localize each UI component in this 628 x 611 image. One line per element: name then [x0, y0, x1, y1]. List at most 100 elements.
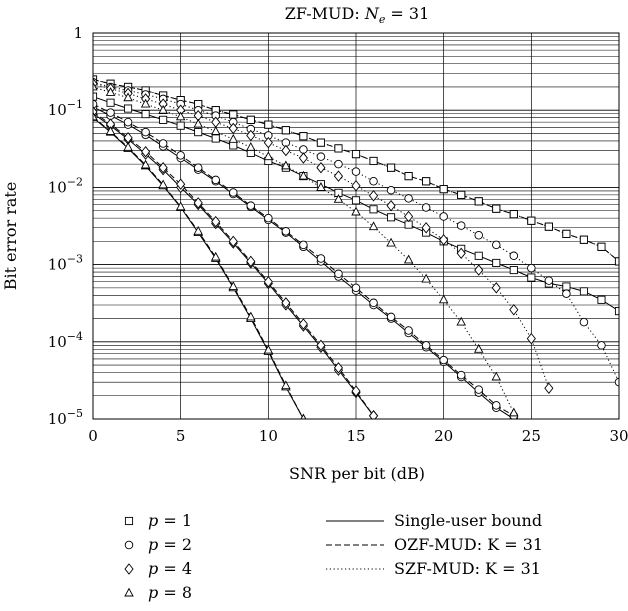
- data-point-circle: [439, 212, 448, 221]
- data-point-triangle: [175, 201, 186, 211]
- y-tick-label: 10−5: [48, 407, 83, 428]
- data-point-circle: [106, 108, 115, 117]
- data-point-square: [281, 126, 290, 135]
- data-point-diamond: [491, 282, 501, 294]
- x-axis-label: SNR per bit (dB): [289, 464, 425, 483]
- data-point-diamond: [404, 210, 414, 223]
- data-point-square: [351, 196, 361, 205]
- y-axis-label: Bit error rate: [1, 182, 20, 291]
- y-tick-labels: 1 10−1 10−2 10−3 10−4 10−5: [48, 24, 83, 428]
- x-tick-label: 0: [88, 427, 98, 445]
- y-tick-label: 10−2: [48, 175, 83, 196]
- solid-line-icon: [326, 520, 384, 522]
- data-point-circle: [281, 227, 291, 236]
- data-point-diamond: [351, 180, 361, 192]
- data-point-diamond: [211, 215, 221, 228]
- data-point-triangle: [246, 142, 256, 151]
- data-point-triangle: [421, 273, 431, 283]
- y-tick-label: 10−4: [48, 330, 83, 351]
- data-point-diamond: [176, 178, 186, 190]
- data-point-triangle: [386, 237, 396, 247]
- legend-item-dashed: OZF-MUD: K = 31: [324, 533, 543, 557]
- data-point-square: [387, 213, 396, 222]
- y-tick-label: 10−1: [48, 98, 83, 119]
- x-tick-label: 15: [346, 427, 365, 445]
- legend-item-solid: Single-user bound: [324, 509, 542, 533]
- data-point-diamond: [228, 235, 238, 248]
- data-point-square: [527, 216, 536, 225]
- data-point-diamond: [263, 276, 273, 288]
- y-tick-label: 10−3: [48, 253, 83, 274]
- dashed-line-icon: [326, 544, 384, 546]
- data-point-square: [229, 141, 238, 150]
- data-point-square: [457, 190, 466, 199]
- data-point-triangle: [158, 104, 168, 114]
- y-tick-label: 1: [73, 24, 83, 42]
- data-point-square: [404, 172, 413, 181]
- data-point-circle: [316, 254, 326, 263]
- data-point-circle: [562, 289, 571, 298]
- data-point-diamond: [193, 197, 203, 209]
- data-point-square: [597, 295, 606, 304]
- data-point-circle: [299, 240, 308, 250]
- data-point-circle: [246, 201, 256, 210]
- circle-marker-icon: [124, 540, 134, 550]
- data-point-circle: [421, 203, 431, 212]
- data-point-square: [474, 197, 483, 206]
- data-point-circle: [141, 127, 150, 137]
- data-point-triangle: [281, 160, 291, 170]
- square-glyph: [124, 516, 134, 526]
- legend-label: p = 1: [148, 511, 193, 530]
- data-point-triangle: [246, 311, 256, 321]
- data-point-triangle: [438, 294, 449, 304]
- diamond-glyph: [124, 563, 134, 575]
- data-point-square: [474, 251, 483, 260]
- data-point-diamond: [474, 264, 484, 276]
- data-point-square: [334, 144, 343, 153]
- data-point-triangle: [368, 221, 379, 231]
- legend-item-triangle: p = 8: [118, 581, 192, 605]
- data-point-triangle: [491, 371, 502, 381]
- data-point-circle: [211, 175, 220, 185]
- legend-label: p = 8: [148, 583, 193, 602]
- data-point-triangle: [123, 142, 133, 151]
- data-point-circle: [386, 185, 396, 195]
- data-point-square: [509, 210, 518, 219]
- data-point-diamond: [351, 385, 361, 397]
- data-point-circle: [492, 240, 501, 250]
- data-point-triangle: [333, 194, 344, 203]
- data-point-square: [579, 235, 588, 244]
- data-point-circle: [509, 251, 519, 261]
- data-point-circle: [579, 317, 589, 327]
- data-point-square: [316, 138, 325, 147]
- data-point-circle: [193, 163, 203, 172]
- data-point-square: [527, 273, 536, 282]
- data-point-square: [176, 121, 185, 130]
- data-point-diamond: [368, 190, 379, 202]
- data-point-triangle: [193, 118, 203, 128]
- data-point-triangle: [351, 206, 361, 216]
- data-point-circle: [404, 194, 413, 203]
- data-point-triangle: [263, 344, 274, 354]
- data-point-circle: [597, 341, 606, 350]
- data-point-square: [492, 258, 501, 268]
- data-point-circle: [439, 355, 448, 365]
- data-point-square: [351, 150, 361, 159]
- data-point-square: [439, 185, 448, 194]
- data-point-triangle: [105, 87, 116, 96]
- data-point-diamond: [158, 161, 168, 174]
- dotted-line-icon: [326, 568, 384, 570]
- data-point-diamond: [386, 199, 396, 212]
- data-point-square: [614, 307, 619, 316]
- data-point-square: [246, 115, 255, 124]
- legend-item-square: p = 1: [118, 509, 192, 533]
- data-point-square: [387, 163, 396, 172]
- title-prefix: ZF-MUD:: [285, 4, 365, 23]
- data-point-circle: [229, 188, 238, 197]
- data-point-triangle: [140, 159, 151, 169]
- legend-item-circle: p = 2: [118, 533, 192, 557]
- data-point-square: [211, 134, 220, 143]
- series-markers: [93, 75, 619, 419]
- data-point-diamond: [263, 136, 273, 149]
- data-point-diamond: [333, 170, 344, 182]
